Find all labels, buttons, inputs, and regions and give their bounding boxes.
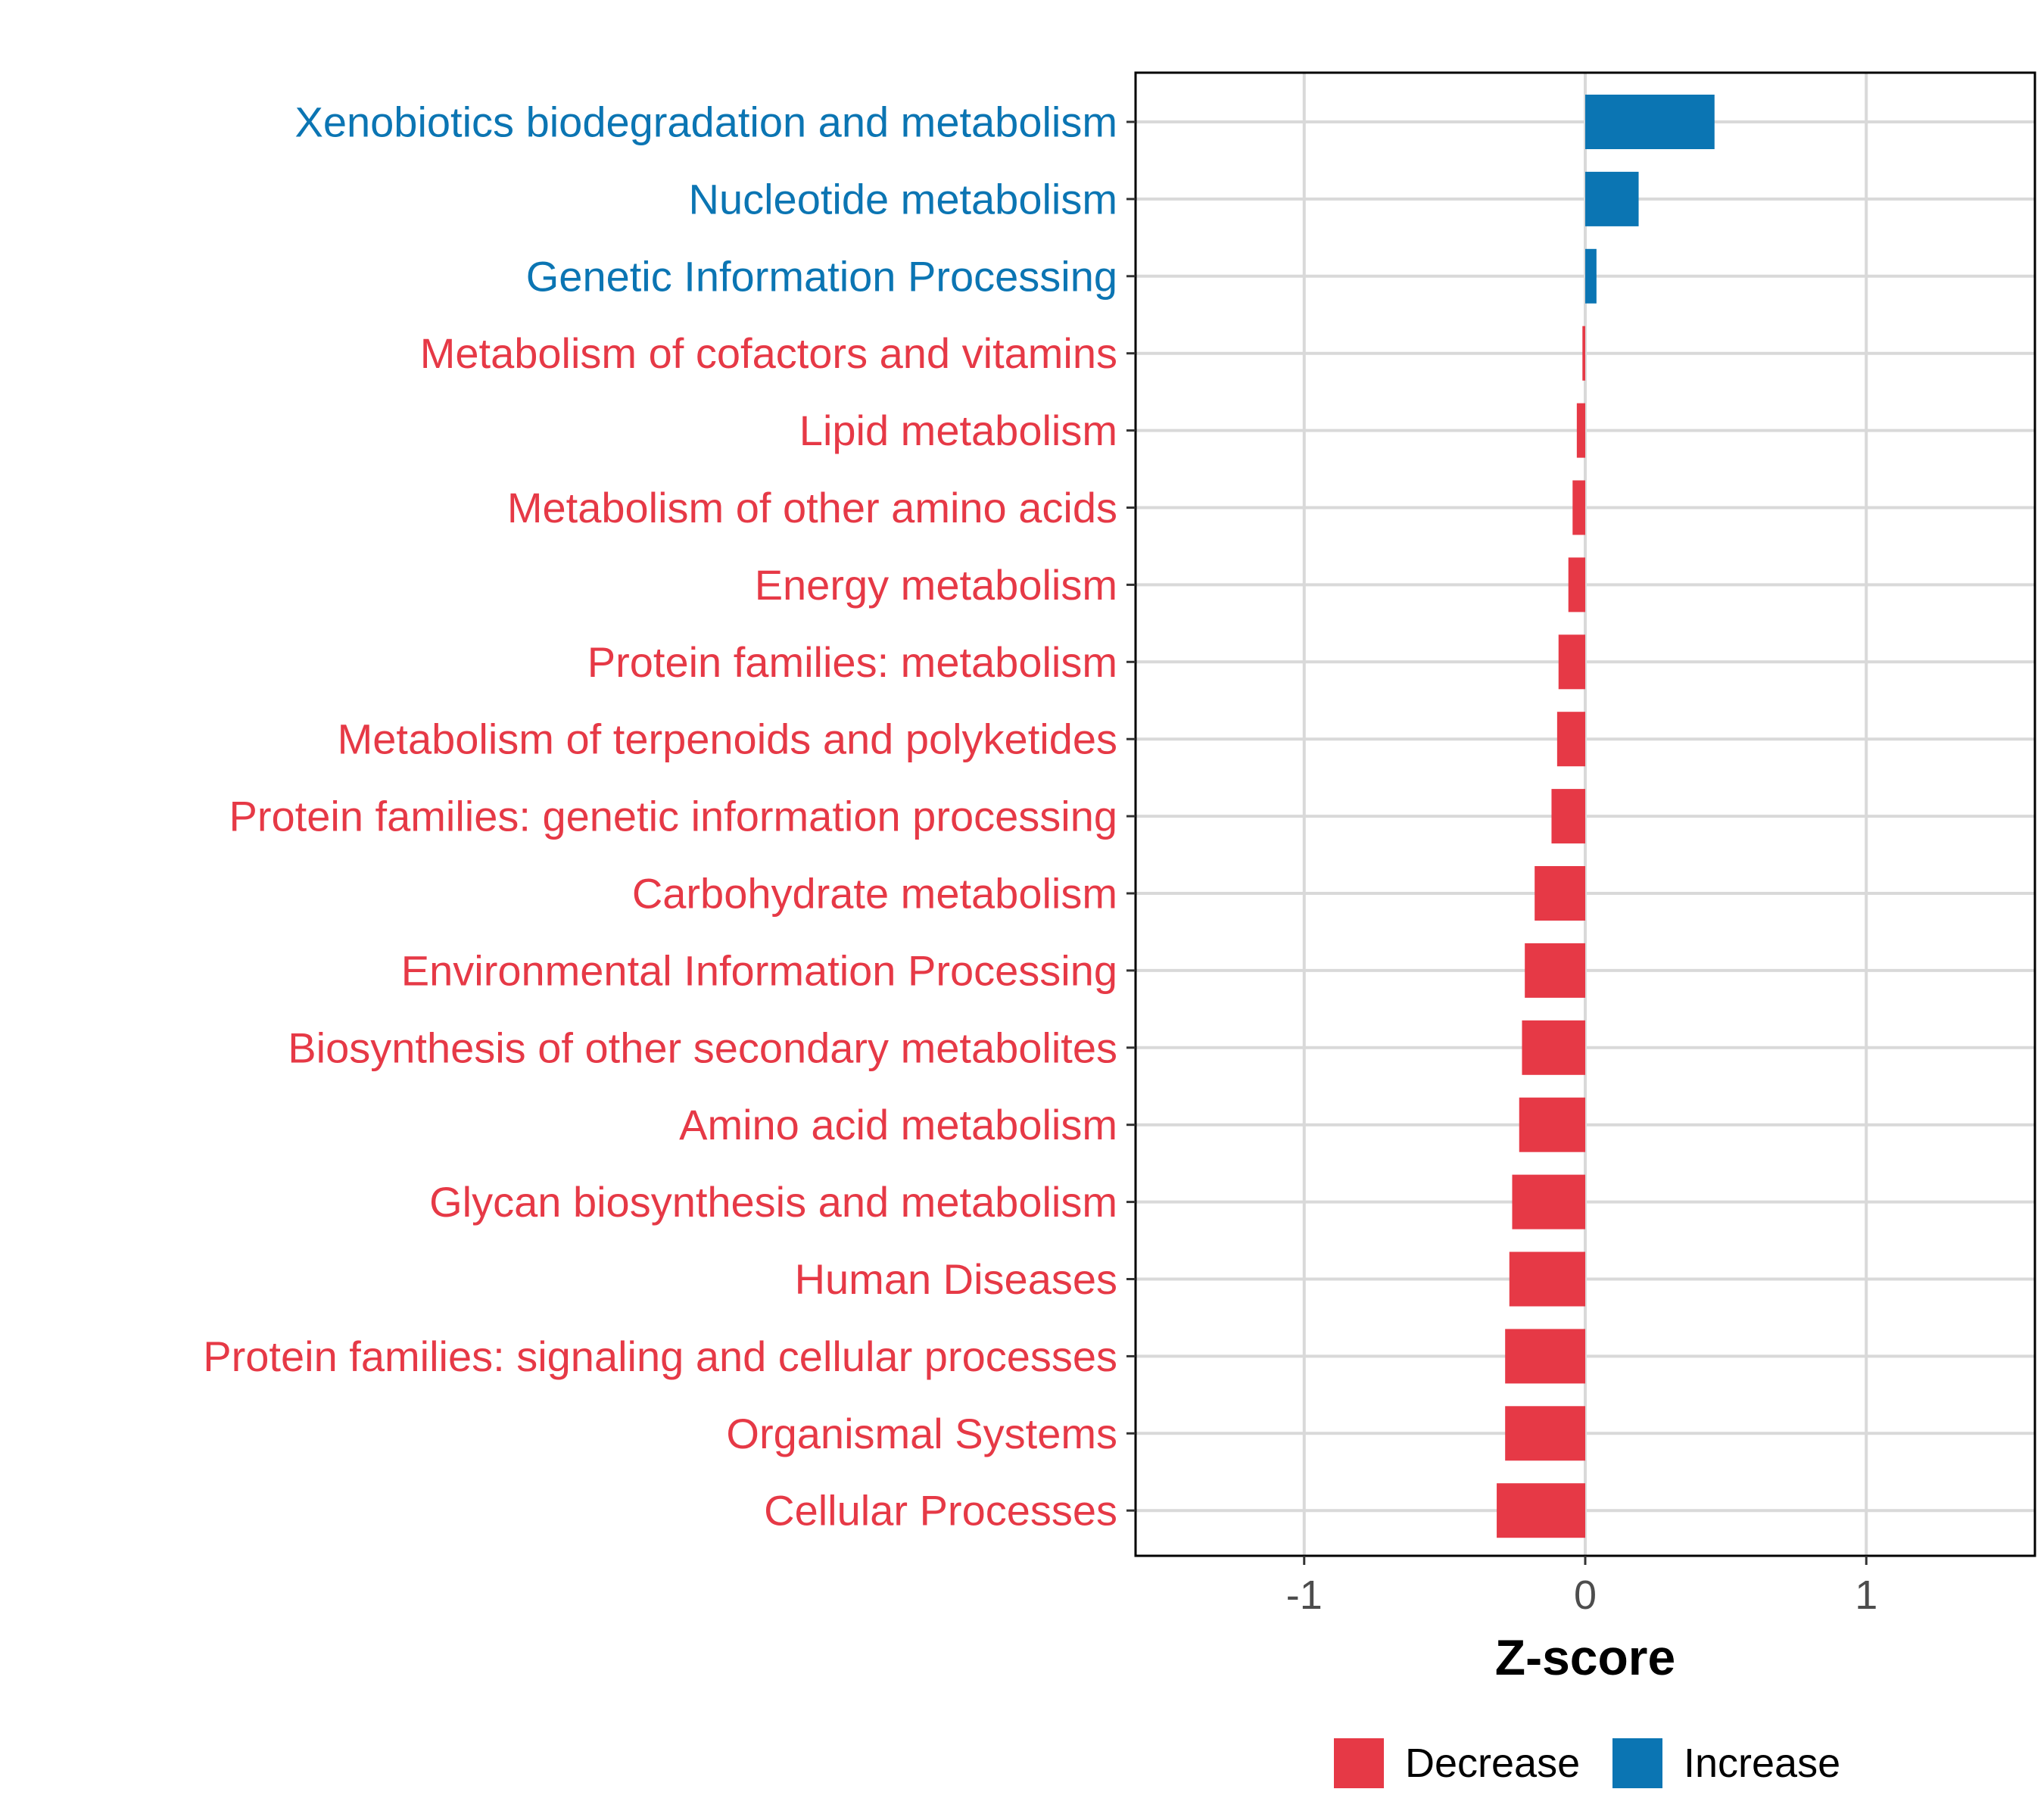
y-axis: Xenobiotics biodegradation and metabolis… (203, 98, 1136, 1535)
legend-label: Increase (1684, 1741, 1840, 1786)
bar (1576, 403, 1585, 458)
bar (1551, 789, 1585, 844)
y-tick-label: Nucleotide metabolism (689, 175, 1117, 223)
bar (1585, 248, 1597, 304)
legend-swatch (1334, 1738, 1384, 1788)
x-axis-title: Z-score (1495, 1629, 1675, 1685)
bar (1525, 943, 1585, 998)
bar (1572, 480, 1585, 535)
y-tick-label: Protein families: genetic information pr… (229, 793, 1117, 840)
y-tick-label: Lipid metabolism (799, 407, 1117, 454)
x-tick-label: 0 (1574, 1572, 1597, 1618)
y-tick-label: Metabolism of other amino acids (507, 484, 1117, 531)
y-tick-label: Carbohydrate metabolism (632, 870, 1117, 918)
bars (1497, 95, 1715, 1538)
bar (1585, 95, 1715, 149)
legend-swatch (1612, 1738, 1662, 1788)
y-tick-label: Metabolism of cofactors and vitamins (420, 329, 1117, 377)
bar (1535, 866, 1585, 921)
bar (1568, 557, 1585, 612)
bar (1556, 712, 1585, 767)
y-tick-label: Biosynthesis of other secondary metaboli… (288, 1024, 1117, 1071)
y-tick-label: Amino acid metabolism (679, 1101, 1117, 1148)
y-tick-label: Xenobiotics biodegradation and metabolis… (295, 98, 1117, 146)
legend-label: Decrease (1405, 1741, 1580, 1786)
bar (1505, 1329, 1585, 1384)
bar (1522, 1020, 1585, 1075)
y-tick-label: Human Diseases (795, 1255, 1117, 1303)
y-tick-label: Glycan biosynthesis and metabolism (429, 1178, 1117, 1226)
x-tick-label: 1 (1855, 1572, 1877, 1618)
y-tick-label: Energy metabolism (755, 561, 1117, 609)
y-tick-label: Cellular Processes (764, 1487, 1117, 1535)
bar (1519, 1097, 1585, 1152)
y-tick-label: Genetic Information Processing (526, 252, 1117, 300)
bar (1505, 1406, 1585, 1461)
bar (1512, 1174, 1585, 1230)
bar (1497, 1483, 1585, 1538)
bar (1509, 1251, 1585, 1307)
y-tick-label: Organismal Systems (726, 1410, 1117, 1457)
legend: Decrease Increase (1334, 1738, 1840, 1788)
bar (1582, 326, 1585, 381)
bar (1585, 171, 1639, 226)
y-tick-label: Metabolism of terpenoids and polyketides (338, 715, 1117, 763)
bar (1558, 634, 1585, 690)
x-tick-label: -1 (1286, 1572, 1323, 1618)
y-tick-label: Protein families: metabolism (587, 638, 1117, 686)
y-tick-label: Environmental Information Processing (401, 946, 1117, 994)
y-tick-label: Protein families: signaling and cellular… (203, 1332, 1117, 1380)
x-axis: -1 0 1 (1286, 1556, 1877, 1618)
